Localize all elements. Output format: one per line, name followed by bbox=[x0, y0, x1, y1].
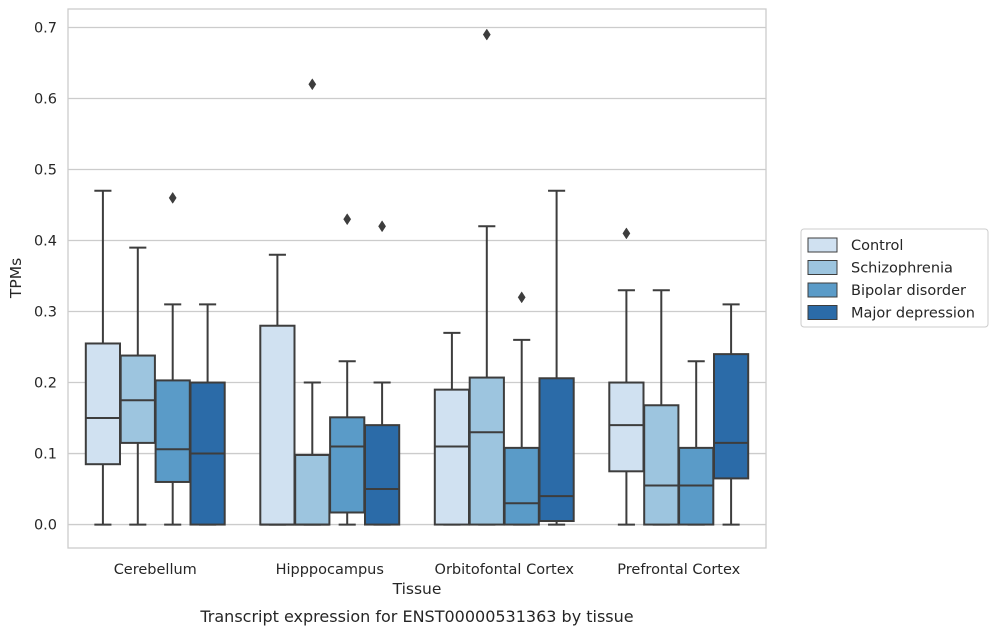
box-3-2 bbox=[678, 360, 715, 526]
y-tick-label: 0.6 bbox=[34, 91, 57, 107]
chart-caption: Transcript expression for ENST0000053136… bbox=[199, 607, 633, 626]
box-2-3 bbox=[538, 189, 575, 526]
box-rect bbox=[608, 381, 645, 473]
legend-swatch bbox=[807, 305, 838, 320]
box-rect bbox=[119, 354, 156, 444]
outlier-point bbox=[622, 227, 631, 240]
x-tick-label: Orbitofontal Cortex bbox=[435, 562, 575, 578]
y-tick-label: 0.7 bbox=[34, 20, 57, 36]
box-rect bbox=[712, 353, 750, 480]
box-rect bbox=[259, 324, 296, 526]
outlier-point bbox=[343, 213, 352, 226]
y-tick-label: 0.5 bbox=[34, 162, 57, 178]
legend-swatch bbox=[807, 237, 838, 253]
box-0-3 bbox=[189, 303, 226, 526]
y-tick-label: 0.3 bbox=[34, 305, 57, 321]
outlier-point bbox=[482, 28, 491, 41]
x-axis-label: Tissue bbox=[392, 580, 442, 598]
outlier-point bbox=[168, 191, 177, 204]
x-tick-label: Cerebellum bbox=[114, 562, 197, 578]
boxes bbox=[84, 28, 750, 526]
box-2-2 bbox=[503, 291, 540, 526]
outlier-point bbox=[517, 291, 526, 304]
box-rect bbox=[154, 379, 191, 483]
box-0-1 bbox=[119, 246, 156, 526]
box-rect bbox=[538, 377, 575, 523]
legend-frame bbox=[800, 228, 989, 328]
x-tick-label: Hipppocampus bbox=[276, 562, 384, 578]
y-tick-label: 0.0 bbox=[34, 518, 57, 534]
box-1-1 bbox=[294, 78, 331, 526]
box-rect bbox=[294, 453, 331, 526]
box-1-0 bbox=[259, 253, 296, 526]
legend-swatch bbox=[807, 282, 838, 298]
box-rect bbox=[329, 416, 366, 514]
y-axis-label: TPMs bbox=[7, 258, 25, 299]
y-tick-label: 0.1 bbox=[34, 447, 57, 463]
box-rect bbox=[643, 404, 680, 526]
outlier-point bbox=[308, 78, 317, 91]
legend: Control Schizophrenia Bipolar disorder Majo… bbox=[800, 228, 989, 328]
box-3-3 bbox=[712, 303, 750, 526]
box-0-0 bbox=[84, 189, 122, 526]
box-1-3 bbox=[363, 220, 401, 526]
box-0-2 bbox=[154, 191, 191, 526]
legend-label: Schizophrenia bbox=[851, 261, 953, 277]
plot-frame bbox=[67, 8, 767, 549]
box-rect bbox=[363, 424, 401, 526]
box-rect bbox=[468, 376, 505, 526]
x-tick-label: Prefrontal Cortex bbox=[617, 562, 740, 578]
box-1-2 bbox=[329, 213, 366, 526]
legend-swatch bbox=[807, 260, 838, 275]
legend-label: Control bbox=[851, 238, 903, 254]
box-rect bbox=[84, 342, 122, 466]
legend-label: Bipolar disorder bbox=[851, 283, 966, 299]
y-tick-labels: 0.0 0.1 0.2 0.3 0.4 0.5 0.6 0.7 bbox=[34, 20, 57, 533]
y-tick-label: 0.2 bbox=[34, 376, 57, 392]
legend-label: Major depression bbox=[851, 306, 975, 322]
outlier-point bbox=[378, 220, 386, 233]
x-tick-labels: Cerebellum Hipppocampus Orbitofontal Corte… bbox=[114, 562, 741, 578]
box-3-1 bbox=[643, 289, 680, 526]
box-3-0 bbox=[608, 227, 645, 526]
y-tick-label: 0.4 bbox=[34, 234, 57, 250]
box-rect bbox=[503, 446, 540, 526]
box-2-0 bbox=[433, 331, 471, 526]
box-rect bbox=[433, 388, 471, 526]
box-2-1 bbox=[468, 28, 505, 526]
